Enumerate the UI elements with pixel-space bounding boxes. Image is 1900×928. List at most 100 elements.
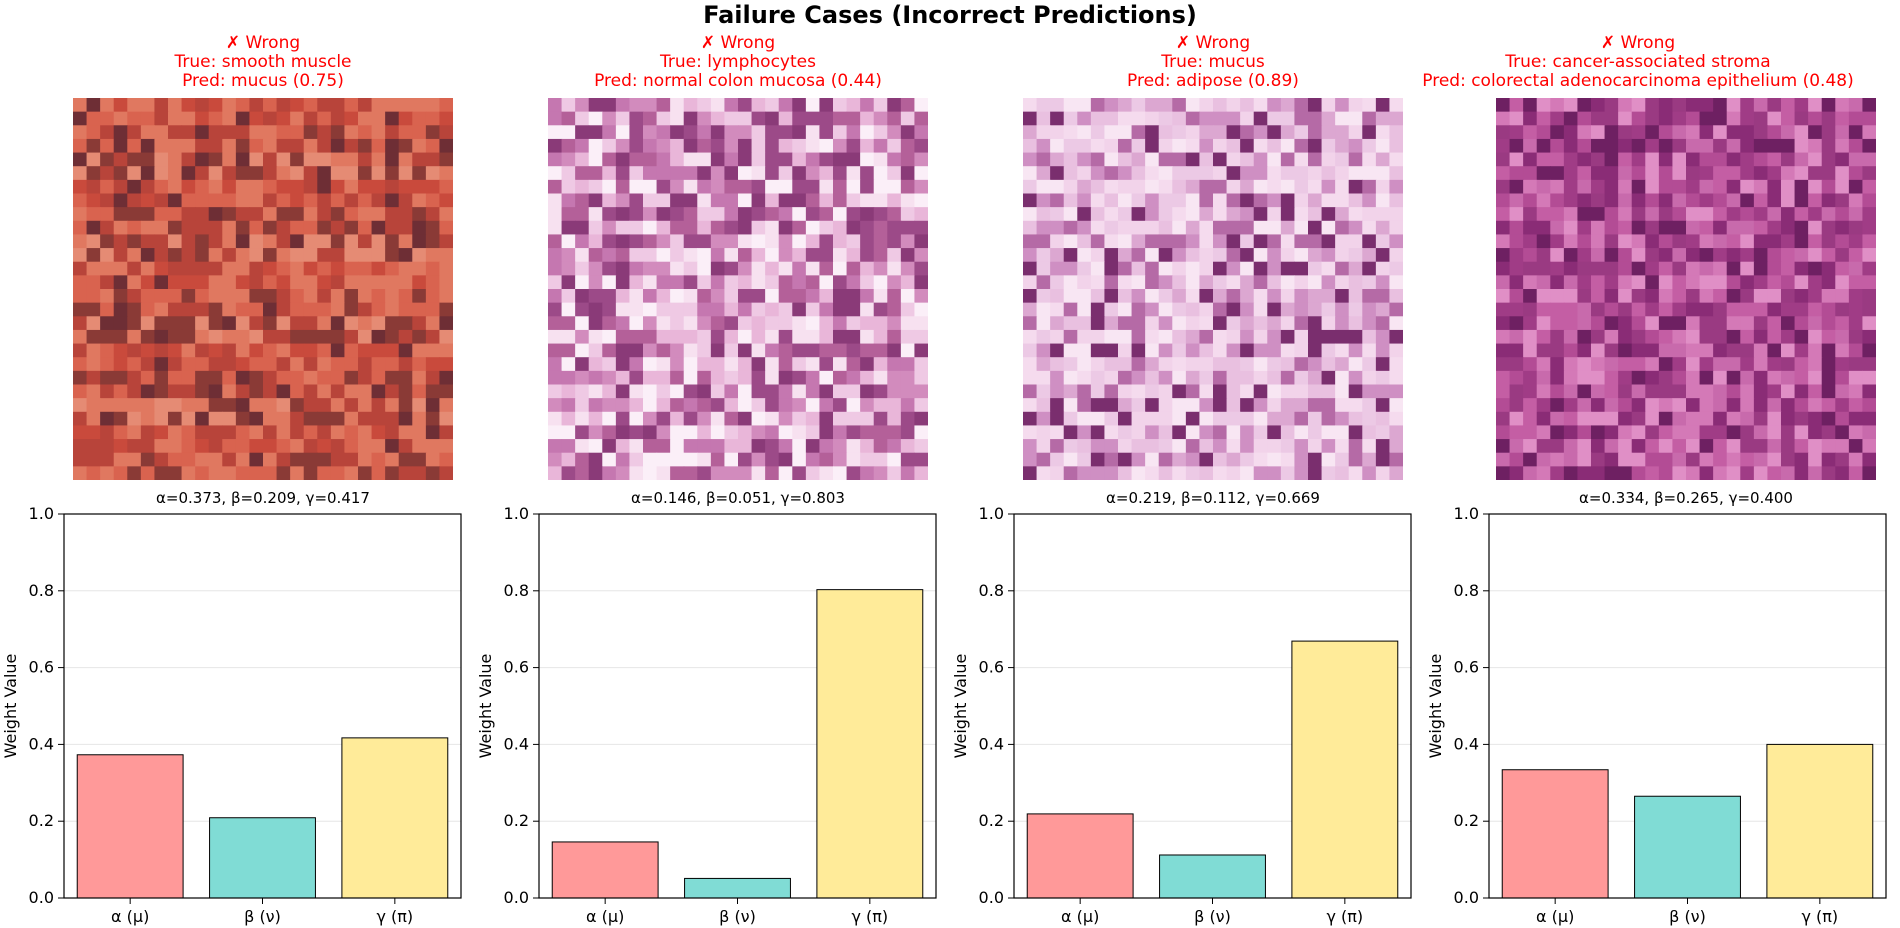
patch-pixel bbox=[222, 439, 237, 454]
patch-pixel bbox=[1063, 207, 1078, 222]
patch-pixel bbox=[181, 220, 196, 236]
patch-pixel bbox=[1686, 384, 1701, 399]
patch-pixel bbox=[1267, 111, 1282, 126]
patch-pixel bbox=[1781, 125, 1796, 140]
patch-pixel bbox=[683, 138, 698, 154]
case-1-bar-chart: 0.00.20.40.60.81.0α (μ) β (ν) γ (π)Weight … bbox=[1, 504, 462, 926]
patch-pixel bbox=[778, 179, 793, 195]
patch-pixel bbox=[127, 398, 142, 413]
patch-pixel bbox=[873, 275, 888, 290]
patch-pixel bbox=[1645, 275, 1660, 290]
patch-pixel bbox=[887, 152, 902, 167]
patch-pixel bbox=[697, 152, 712, 167]
patch-pixel bbox=[195, 302, 210, 317]
patch-pixel bbox=[1713, 343, 1728, 358]
patch-pixel bbox=[1699, 302, 1714, 317]
patch-pixel bbox=[371, 370, 386, 386]
patch-pixel bbox=[1509, 370, 1524, 386]
patch-pixel bbox=[548, 234, 563, 249]
patch-pixel bbox=[1118, 439, 1133, 454]
patch-pixel bbox=[1808, 343, 1823, 358]
patch-pixel bbox=[615, 289, 631, 304]
patch-pixel bbox=[1131, 98, 1146, 113]
patch-pixel bbox=[168, 179, 183, 195]
patch-pixel bbox=[1781, 452, 1796, 467]
patch-pixel bbox=[290, 466, 305, 480]
patch-pixel bbox=[371, 193, 386, 208]
patch-pixel bbox=[1104, 398, 1119, 413]
patch-pixel bbox=[1550, 261, 1565, 276]
patch-pixel bbox=[1036, 398, 1051, 413]
patch-pixel bbox=[1604, 166, 1619, 181]
patch-pixel bbox=[1348, 220, 1363, 236]
patch-pixel bbox=[1536, 193, 1551, 208]
patch-pixel bbox=[1645, 111, 1660, 126]
patch-pixel bbox=[1199, 179, 1214, 195]
patch-pixel bbox=[181, 152, 196, 167]
patch-pixel bbox=[656, 384, 671, 399]
patch-pixel bbox=[1240, 316, 1255, 331]
patch-pixel bbox=[1172, 466, 1187, 480]
patch-pixel bbox=[602, 343, 617, 358]
patch-pixel bbox=[643, 207, 658, 222]
patch-pixel bbox=[1348, 452, 1363, 467]
patch-pixel bbox=[1753, 343, 1769, 358]
patch-pixel bbox=[900, 207, 916, 222]
patch-pixel bbox=[1321, 193, 1336, 208]
patch-pixel bbox=[385, 343, 400, 358]
patch-pixel bbox=[1267, 248, 1282, 263]
patch-pixel bbox=[1591, 207, 1606, 222]
patch-pixel bbox=[398, 234, 413, 249]
patch-pixel bbox=[371, 207, 386, 222]
patch-pixel bbox=[154, 329, 169, 345]
patch-pixel bbox=[1631, 370, 1646, 386]
patch-pixel bbox=[1848, 439, 1864, 454]
patch-pixel bbox=[643, 370, 658, 386]
patch-pixel bbox=[643, 384, 658, 399]
patch-pixel bbox=[439, 275, 453, 290]
patch-pixel bbox=[317, 98, 332, 113]
patch-pixel bbox=[1240, 425, 1255, 440]
patch-pixel bbox=[113, 357, 128, 372]
patch-pixel bbox=[154, 179, 169, 195]
patch-pixel bbox=[276, 425, 291, 440]
patch-pixel bbox=[73, 302, 88, 317]
patch-pixel bbox=[1658, 466, 1674, 480]
patch-pixel bbox=[127, 466, 142, 480]
patch-pixel bbox=[1536, 439, 1551, 454]
patch-pixel bbox=[900, 329, 916, 345]
patch-pixel bbox=[683, 452, 698, 467]
patch-pixel bbox=[1726, 439, 1741, 454]
patch-pixel bbox=[710, 275, 726, 290]
patch-pixel bbox=[1362, 207, 1377, 222]
patch-pixel bbox=[86, 357, 101, 372]
patch-pixel bbox=[290, 111, 305, 126]
patch-pixel bbox=[1645, 179, 1660, 195]
patch-pixel bbox=[412, 398, 427, 413]
patch-pixel bbox=[1672, 125, 1687, 140]
patch-pixel bbox=[1740, 425, 1755, 440]
patch-pixel bbox=[1645, 220, 1660, 236]
patch-pixel bbox=[1118, 125, 1133, 140]
patch-pixel bbox=[1781, 398, 1796, 413]
patch-pixel bbox=[1172, 166, 1187, 181]
patch-pixel bbox=[1645, 98, 1660, 113]
patch-pixel bbox=[222, 370, 237, 386]
patch-pixel bbox=[1090, 125, 1106, 140]
patch-pixel bbox=[1618, 384, 1633, 399]
patch-pixel bbox=[208, 248, 223, 263]
patch-pixel bbox=[1321, 370, 1336, 386]
patch-pixel bbox=[371, 166, 386, 181]
patch-pixel bbox=[1550, 302, 1565, 317]
patch-pixel bbox=[629, 179, 644, 195]
patch-pixel bbox=[1835, 357, 1850, 372]
patch-pixel bbox=[1686, 207, 1701, 222]
patch-pixel bbox=[1050, 425, 1065, 440]
patch-pixel bbox=[561, 343, 576, 358]
patch-pixel bbox=[1267, 316, 1282, 331]
patch-pixel bbox=[1536, 98, 1551, 113]
patch-pixel bbox=[656, 466, 671, 480]
patch-pixel bbox=[656, 193, 671, 208]
patch-pixel bbox=[1172, 329, 1187, 345]
patch-pixel bbox=[1145, 166, 1160, 181]
